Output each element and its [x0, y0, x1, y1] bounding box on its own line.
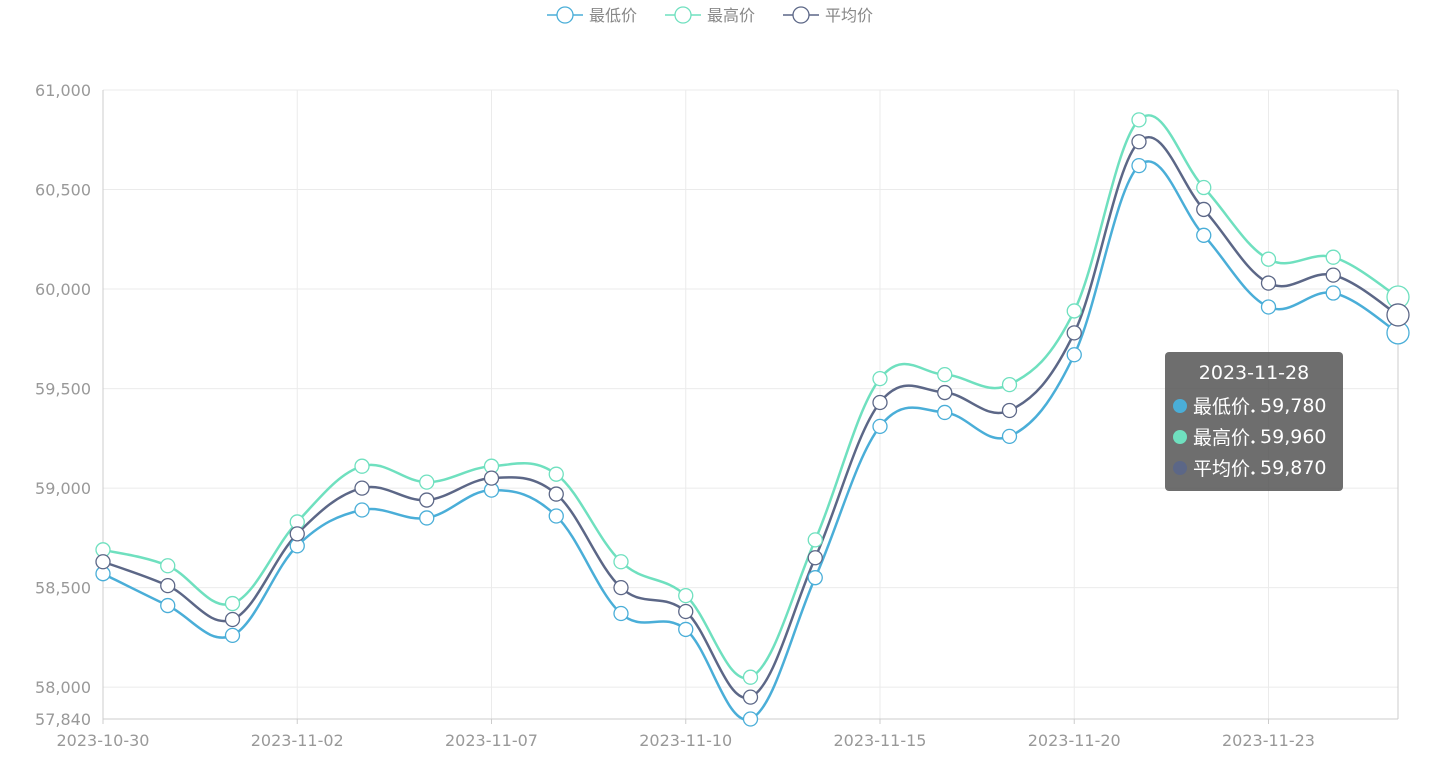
point-marker — [160, 558, 176, 574]
point-marker — [160, 597, 176, 614]
tooltip-title: 2023-11-28 — [1198, 362, 1310, 384]
point-marker — [548, 466, 564, 482]
tooltip: 2023-11-28 最低价 59,780 最高价 59,960 平均价 59,870 — [1165, 352, 1343, 491]
point-marker — [1260, 299, 1277, 315]
point-marker — [742, 711, 759, 727]
point-marker — [548, 508, 564, 524]
point-marker — [742, 689, 759, 705]
legend-label: 最低价 — [589, 6, 637, 25]
point-marker — [1196, 179, 1212, 196]
x-tick-label: 2023-11-10 — [639, 731, 732, 750]
y-tick-label: 58,000 — [35, 678, 91, 697]
legend-marker — [674, 6, 692, 24]
point-marker — [1260, 251, 1277, 267]
point-marker — [160, 577, 176, 594]
tooltip-value: 59,780 — [1260, 394, 1327, 417]
point-marker — [1131, 157, 1147, 174]
y-tick-label: 59,500 — [35, 380, 91, 399]
x-tick-label: 2023-11-20 — [1028, 731, 1121, 750]
point-marker — [1325, 267, 1341, 283]
point-marker — [548, 486, 564, 502]
series-line — [102, 114, 1399, 680]
point-marker — [354, 458, 370, 474]
tooltip-value: 59,960 — [1260, 425, 1327, 448]
tooltip-name: 最高价 — [1193, 427, 1251, 449]
point-marker — [419, 510, 435, 526]
point-marker — [483, 470, 500, 486]
point-marker — [872, 394, 888, 411]
x-tick-label: 2023-10-30 — [57, 731, 150, 750]
point-marker — [1325, 249, 1341, 265]
tooltip-dot — [1173, 398, 1187, 413]
y-tick-label: 60,500 — [35, 181, 91, 200]
point-marker — [872, 418, 888, 435]
x-tick-label: 2023-11-07 — [445, 731, 538, 750]
point-marker — [678, 621, 694, 638]
series-line — [102, 136, 1399, 700]
y-tick-label: 57,840 — [35, 710, 91, 729]
y-tick-label: 58,500 — [35, 579, 91, 598]
point-marker — [937, 404, 953, 421]
point-marker — [1196, 227, 1212, 243]
point-marker — [937, 366, 953, 383]
tooltip-name: 平均价 — [1193, 458, 1251, 480]
point-marker — [807, 570, 823, 586]
separator — [1251, 409, 1256, 413]
tooltip-row: 平均价 59,870 — [1173, 452, 1335, 483]
separator — [1251, 471, 1256, 475]
point-marker — [419, 474, 435, 490]
point-marker — [807, 550, 823, 566]
tooltip-value: 59,870 — [1260, 456, 1327, 479]
point-marker — [224, 627, 241, 644]
y-tick-label: 61,000 — [35, 81, 91, 100]
point-marker — [1001, 376, 1018, 393]
x-tick-label: 2023-11-23 — [1222, 731, 1315, 750]
tooltip-name: 最低价 — [1193, 396, 1251, 418]
point-marker — [1066, 325, 1082, 341]
legend-label: 最高价 — [707, 6, 755, 25]
point-marker — [807, 532, 823, 548]
point-marker — [1131, 112, 1147, 128]
point-marker — [872, 370, 888, 387]
point-marker — [1001, 428, 1018, 444]
point-marker — [419, 492, 435, 508]
point-marker — [1066, 347, 1082, 363]
point-marker — [224, 611, 241, 628]
point-marker — [354, 480, 370, 496]
point-marker — [1001, 402, 1018, 419]
x-tick-label: 2023-11-02 — [251, 731, 344, 750]
point-marker — [613, 579, 629, 596]
point-marker — [613, 554, 629, 570]
point-marker — [678, 587, 694, 604]
legend-label: 平均价 — [825, 6, 873, 25]
tooltip-row: 最低价 59,780 — [1173, 390, 1335, 421]
point-marker — [613, 605, 629, 622]
x-tick-label: 2023-11-15 — [834, 731, 927, 750]
separator — [1251, 440, 1256, 444]
point-marker — [1131, 134, 1147, 150]
y-tick-label: 59,000 — [35, 479, 91, 498]
point-marker — [1196, 201, 1212, 218]
point-marker — [354, 502, 370, 518]
series-line — [102, 160, 1399, 721]
tooltip-dot — [1173, 429, 1187, 444]
point-marker — [1386, 303, 1410, 327]
point-marker — [224, 595, 241, 612]
point-marker — [1325, 285, 1341, 301]
tooltip-dot — [1173, 460, 1187, 475]
point-marker — [95, 554, 111, 570]
legend-marker — [556, 6, 574, 24]
point-marker — [937, 384, 953, 401]
point-marker — [289, 526, 305, 542]
legend-marker — [792, 6, 810, 24]
point-marker — [678, 603, 694, 620]
tooltip-row: 最高价 59,960 — [1173, 421, 1335, 452]
point-marker — [1066, 303, 1082, 319]
point-marker — [742, 669, 759, 685]
point-marker — [1260, 275, 1277, 291]
y-tick-label: 60,000 — [35, 280, 91, 299]
